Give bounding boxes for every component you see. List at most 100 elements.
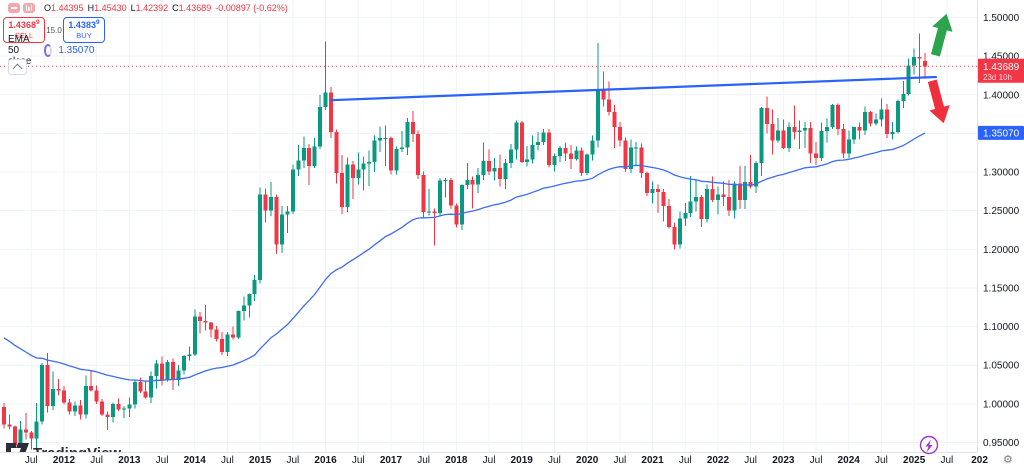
- ema-price-label: [978, 125, 1024, 140]
- arrow-down-drawing[interactable]: [922, 78, 954, 126]
- trendline-drawing[interactable]: [329, 75, 938, 102]
- month-label: Jul: [90, 455, 103, 466]
- candle-body: [639, 147, 644, 173]
- month-label: Jul: [940, 455, 953, 466]
- candle-body: [890, 131, 895, 135]
- chevron-up-icon: [12, 63, 23, 74]
- candle-body: [78, 405, 83, 415]
- candle-body: [846, 139, 851, 154]
- candle-body: [214, 329, 219, 339]
- candle-body: [323, 92, 328, 108]
- candle-body: [628, 147, 633, 169]
- candle-body: [726, 196, 731, 211]
- legend-chart-icon[interactable]: [23, 3, 35, 13]
- candle-body: [345, 164, 350, 207]
- candle-body: [154, 363, 159, 377]
- month-label: Jul: [221, 455, 234, 466]
- year-label: 2021: [641, 455, 664, 466]
- candle-body: [519, 122, 524, 162]
- price-tick-label: 1.25000: [983, 206, 1020, 217]
- candle-body: [198, 316, 203, 322]
- candle-body: [318, 107, 323, 147]
- candle-body: [241, 305, 246, 312]
- candle-body: [852, 127, 857, 140]
- candle-body: [170, 362, 175, 380]
- buy-button[interactable]: 1.43839 BUY: [63, 17, 105, 43]
- candle-body: [67, 402, 72, 412]
- candle-body: [688, 201, 693, 213]
- candle-body: [770, 124, 775, 141]
- candle-body: [617, 127, 622, 141]
- candle-body: [269, 196, 274, 211]
- time-axis[interactable]: [0, 452, 1024, 468]
- candle-body: [514, 122, 519, 150]
- candle-body: [40, 365, 45, 422]
- candle-body: [781, 130, 786, 149]
- candle-body: [476, 175, 481, 185]
- candle-body: [508, 149, 513, 163]
- indicator-legend[interactable]: EMA 50 close 1.35070: [8, 34, 95, 67]
- candle-body: [868, 111, 873, 124]
- candle-body: [705, 189, 710, 220]
- candle-body: [247, 294, 252, 306]
- candle-body: [596, 90, 601, 141]
- boost-button[interactable]: [919, 435, 939, 455]
- candle-body: [694, 196, 699, 202]
- candle-body: [279, 214, 284, 245]
- arrow-up-drawing[interactable]: [925, 11, 956, 58]
- candle-body: [634, 147, 639, 149]
- candle-body: [29, 432, 34, 439]
- candle-body: [541, 132, 546, 142]
- candle-body: [225, 334, 230, 353]
- ema-50-line[interactable]: [3, 132, 926, 382]
- candle-body: [203, 321, 208, 323]
- price-tick-label: 1.00000: [983, 399, 1020, 410]
- candle-body: [830, 104, 835, 128]
- candle-body: [492, 168, 497, 172]
- ohlc-readout: O1.44395 H1.45430 L1.42392 C1.43689 -0.00897…: [44, 3, 288, 13]
- candle-body: [912, 56, 917, 66]
- candle-body: [606, 99, 611, 112]
- candle-body: [160, 363, 165, 381]
- candle-body: [111, 403, 115, 417]
- candle-body: [503, 162, 508, 179]
- candle-body: [754, 162, 759, 187]
- change-value: -0.00897 (-0.62%): [215, 3, 288, 13]
- candle-body: [645, 172, 650, 193]
- price-tick-label: 1.05000: [983, 361, 1020, 372]
- year-label: 2013: [118, 455, 141, 466]
- year-label: 2015: [249, 455, 272, 466]
- year-label: 2017: [380, 455, 403, 466]
- candle-body: [732, 183, 737, 211]
- candle-body: [83, 386, 88, 415]
- candle-body: [557, 148, 562, 156]
- candle-body: [874, 119, 878, 124]
- price-tick-label: 1.50000: [983, 13, 1020, 24]
- legend-collapse-button[interactable]: [8, 59, 27, 75]
- candle-body: [552, 155, 557, 166]
- candle-body: [388, 138, 393, 171]
- candle-body: [312, 146, 317, 166]
- candle-body: [901, 93, 906, 101]
- month-label: Jul: [286, 455, 299, 466]
- candle-body: [56, 389, 61, 391]
- candle-body: [149, 376, 154, 398]
- candle-body: [481, 161, 486, 176]
- last-price-label: [978, 58, 1024, 83]
- candle-body: [432, 211, 437, 213]
- candle-body: [18, 429, 23, 446]
- candle-body: [361, 163, 366, 170]
- legend-minus-icon[interactable]: [8, 3, 20, 13]
- candlestick-series: [2, 33, 928, 451]
- candle-body: [525, 159, 530, 162]
- candle-body: [497, 168, 502, 179]
- sell-button[interactable]: 1.43689 SELL: [3, 17, 45, 43]
- month-label: Jul: [810, 455, 823, 466]
- candle-body: [121, 408, 126, 410]
- candle-body: [290, 169, 295, 212]
- axis-settings-gear-icon[interactable]: ⚙: [1003, 454, 1013, 466]
- candle-body: [808, 127, 813, 154]
- candle-body: [824, 127, 829, 132]
